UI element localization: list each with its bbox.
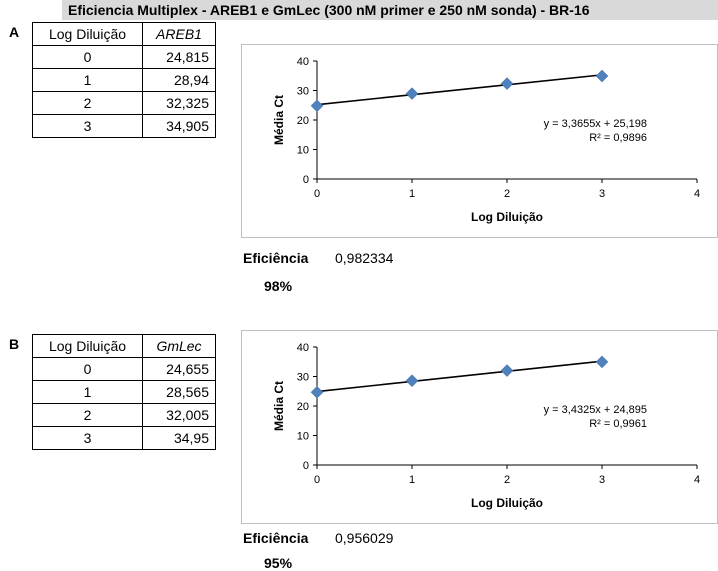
table-row: 1 28,565 <box>32 380 216 404</box>
cell-ct: 24,815 <box>142 45 216 69</box>
cell-log: 1 <box>32 68 143 92</box>
trendline-r2: R² = 0,9961 <box>589 418 647 430</box>
y-tick-label: 40 <box>297 342 309 354</box>
y-tick-label: 0 <box>303 460 309 472</box>
efficiency-label-b: Eficiência <box>243 530 309 546</box>
table-row: 1 28,94 <box>32 68 216 92</box>
cell-log: 0 <box>32 357 143 381</box>
y-tick-label: 20 <box>297 401 309 413</box>
chart-b-svg: 0 10 20 30 40 0 1 2 3 4 Log Diluição Média Ct y = 3,… <box>272 342 700 510</box>
trendline-r2: R² = 0,9896 <box>589 132 647 144</box>
chart-a-svg: 0 10 20 30 40 0 1 2 3 4 Log Diluição Média Ct y = 3,… <box>272 56 700 224</box>
cell-ct: 32,005 <box>142 403 216 427</box>
y-tick-label: 30 <box>297 372 309 384</box>
data-point <box>405 87 419 100</box>
y-axis-label: Média Ct <box>272 95 286 145</box>
x-tick-label: 3 <box>599 188 605 200</box>
efficiency-percent-a: 98% <box>264 278 293 294</box>
y-tick-label: 40 <box>297 56 309 68</box>
page-title: Eficiencia Multiplex - AREB1 e GmLec (30… <box>62 0 718 20</box>
cell-log: 2 <box>32 91 143 115</box>
x-axis-label: Log Diluição <box>471 496 543 510</box>
efficiency-value-b: 0,956029 <box>335 530 394 546</box>
cell-log: 0 <box>32 45 143 69</box>
y-tick-label: 20 <box>297 115 309 127</box>
chart-a: 0 10 20 30 40 0 1 2 3 4 Log Diluição Média Ct y = 3,… <box>241 44 718 238</box>
panel-letter-b: B <box>9 336 20 352</box>
data-point <box>595 355 609 369</box>
x-tick-label: 1 <box>409 474 415 486</box>
header-log-diluicao: Log Diluição <box>32 22 143 46</box>
cell-ct: 28,94 <box>142 68 216 92</box>
panel-letter-a: A <box>9 24 20 40</box>
table-row: 3 34,905 <box>32 114 216 138</box>
chart-b: 0 10 20 30 40 0 1 2 3 4 Log Diluição Média Ct y = 3,… <box>241 330 718 524</box>
x-axis-label: Log Diluição <box>471 210 543 224</box>
data-point <box>310 99 324 113</box>
x-tick-label: 0 <box>314 188 320 200</box>
x-tick-label: 1 <box>409 188 415 200</box>
x-tick-label: 0 <box>314 474 320 486</box>
cell-log: 3 <box>32 426 143 450</box>
y-tick-label: 10 <box>297 431 309 443</box>
cell-ct: 24,655 <box>142 357 216 381</box>
y-tick-label: 0 <box>303 174 309 186</box>
cell-ct: 34,95 <box>142 426 216 450</box>
data-point <box>500 364 514 377</box>
trendline-equation: y = 3,4325x + 24,895 <box>544 404 647 416</box>
table-row: 2 32,005 <box>32 403 216 427</box>
x-tick-label: 4 <box>694 474 700 486</box>
x-tick-label: 3 <box>599 474 605 486</box>
cell-ct: 28,565 <box>142 380 216 404</box>
y-tick-label: 30 <box>297 86 309 98</box>
header-gene: AREB1 <box>142 22 216 46</box>
x-tick-label: 4 <box>694 188 700 200</box>
data-table-a: Log Diluição AREB1 0 24,815 1 28,94 2 32… <box>32 22 216 138</box>
header-log-diluicao: Log Diluição <box>32 334 143 358</box>
data-point <box>310 385 324 399</box>
efficiency-label-a: Eficiência <box>243 250 309 266</box>
table-header-row: Log Diluição AREB1 <box>32 22 216 46</box>
table-row: 0 24,655 <box>32 357 216 381</box>
table-row: 3 34,95 <box>32 426 216 450</box>
x-tick-label: 2 <box>504 188 510 200</box>
efficiency-percent-b: 95% <box>264 555 293 571</box>
table-row: 0 24,815 <box>32 45 216 69</box>
cell-log: 2 <box>32 403 143 427</box>
data-point <box>500 77 514 90</box>
cell-ct: 34,905 <box>142 114 216 138</box>
cell-log: 1 <box>32 380 143 404</box>
header-gene: GmLec <box>142 334 216 358</box>
trendline-equation: y = 3,3655x + 25,198 <box>544 118 647 130</box>
data-point <box>405 374 419 388</box>
efficiency-value-a: 0,982334 <box>335 250 394 266</box>
y-axis-label: Média Ct <box>272 381 286 431</box>
y-tick-label: 10 <box>297 145 309 157</box>
data-point <box>595 69 609 83</box>
trendline <box>316 360 603 393</box>
x-tick-label: 2 <box>504 474 510 486</box>
cell-log: 3 <box>32 114 143 138</box>
table-header-row: Log Diluição GmLec <box>32 334 216 358</box>
cell-ct: 32,325 <box>142 91 216 115</box>
table-row: 2 32,325 <box>32 91 216 115</box>
data-table-b: Log Diluição GmLec 0 24,655 1 28,565 2 3… <box>32 334 216 450</box>
trendline <box>316 74 603 106</box>
